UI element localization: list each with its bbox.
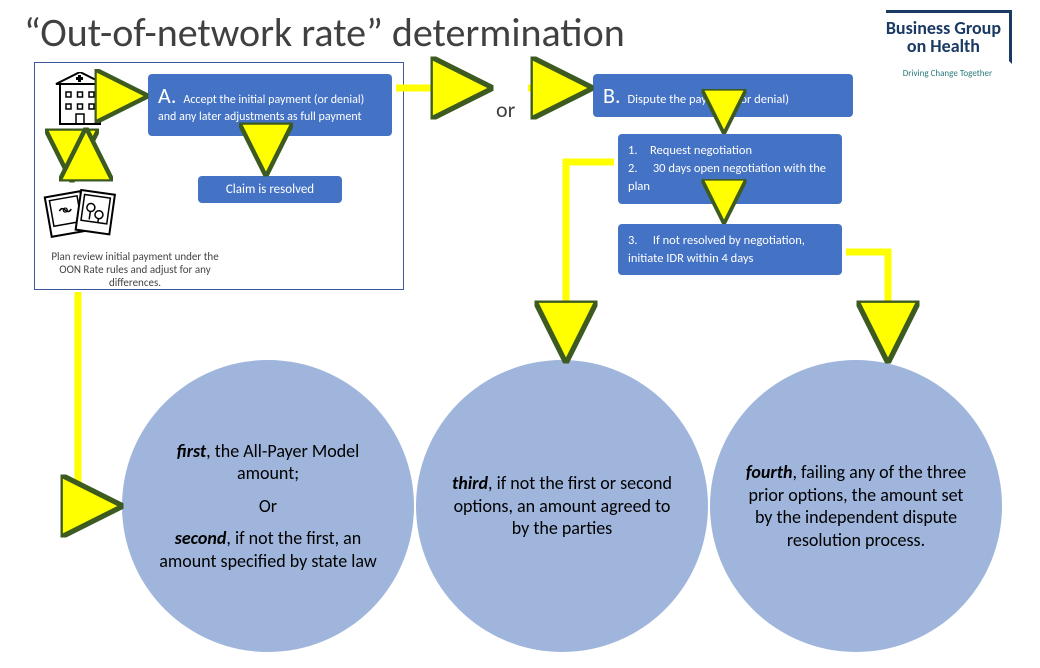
logo-tagline: Driving Change Together (883, 68, 1012, 79)
card-a-text: Accept the initial payment (or denial) a… (158, 93, 364, 124)
logo: Business Group on Health Driving Change … (883, 10, 1012, 79)
circle-third: third, if not the first or second option… (416, 360, 708, 652)
hospital-icon (48, 72, 112, 128)
or-label: or (496, 96, 515, 123)
card-a-letter: A. (158, 82, 176, 109)
claim-resolved-text: Claim is resolved (226, 182, 314, 197)
card-b-letter: B. (603, 82, 621, 109)
circle3-label: fourth (746, 461, 793, 483)
circle2-label: third (452, 472, 488, 494)
logo-frame: Business Group on Health (883, 10, 1012, 64)
idr-card: 3. If not resolved by negotiation, initi… (618, 224, 842, 275)
circle-first-second: first, the All-Payer Model amount; Or se… (122, 360, 414, 652)
card-a: A. Accept the initial payment (or denial… (148, 74, 392, 136)
negotiation-card: 1. Request negotiation 2. 30 days open n… (618, 134, 842, 204)
circle1-or: Or (156, 495, 380, 518)
card-b-text: Dispute the payment (or denial) (627, 92, 789, 107)
photos-icon (42, 184, 118, 246)
idr-item-3: 3. If not resolved by negotiation, initi… (628, 232, 832, 267)
circle-fourth: fourth, failing any of the three prior o… (710, 360, 1002, 652)
page-title: “Out-of-network rate” determination (24, 8, 625, 57)
claim-resolved-card: Claim is resolved (198, 176, 342, 203)
nego-item-2: 2. 30 days open negotiation with the pla… (628, 160, 832, 196)
card-b: B. Dispute the payment (or denial) (593, 74, 853, 117)
circle1-first-text: , the All-Payer Model amount; (206, 440, 359, 485)
circle1-first-label: first (177, 440, 206, 462)
nego-item-1: 1. Request negotiation (628, 142, 832, 160)
plan-review-caption: Plan review initial payment under the OO… (40, 250, 230, 289)
circle1-second-label: second (175, 527, 227, 549)
